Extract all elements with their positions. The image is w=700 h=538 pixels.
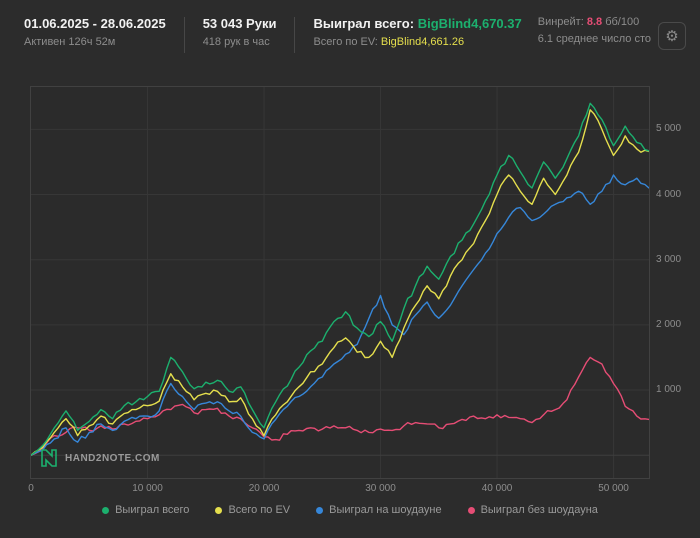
gear-icon: ⚙ bbox=[665, 28, 679, 45]
date-range: 01.06.2025 - 28.06.2025 bbox=[24, 16, 166, 31]
header-divider bbox=[294, 17, 296, 53]
x-axis-tick-label: 20 000 bbox=[248, 483, 280, 494]
y-axis-labels: 1 000 2 000 3 000 4 000 5 000 bbox=[656, 87, 698, 478]
header-divider bbox=[183, 17, 185, 53]
y-axis-tick-label: 3 000 bbox=[656, 253, 682, 265]
x-axis-labels: 0 10 000 20 000 30 000 40 000 50 000 bbox=[28, 483, 649, 497]
y-axis-tick-label: 5 000 bbox=[656, 123, 682, 135]
legend-dot bbox=[215, 506, 223, 514]
winrate-line: Винрейт: 8.8 бб/100 bbox=[538, 16, 651, 28]
date-range-group: 01.06.2025 - 28.06.2025 Активен 126ч 52м bbox=[24, 16, 166, 48]
y-axis-tick-label: 2 000 bbox=[656, 318, 682, 330]
legend-dot bbox=[316, 506, 324, 514]
legend-dot bbox=[102, 506, 110, 514]
hands-per-hour: 418 рук в час bbox=[202, 36, 270, 48]
hand2note-logo-icon bbox=[39, 448, 59, 468]
legend-label: Выиграл на шоудауне bbox=[329, 504, 442, 516]
winrate-unit: бб/100 bbox=[605, 16, 640, 28]
hand2note-logo: HAND2NOTE.COM bbox=[39, 448, 160, 468]
hands-group: 53 043 Руки 418 рук в час bbox=[203, 16, 277, 48]
avg-tables: 6.1 среднее число сто bbox=[537, 33, 651, 45]
ev-line: Всего по EV: BigBlind4,661.26 bbox=[313, 36, 521, 48]
y-axis-tick-label: 4 000 bbox=[656, 188, 682, 200]
x-axis-tick-label: 40 000 bbox=[481, 483, 513, 494]
active-time: Активен 126ч 52м bbox=[24, 36, 116, 48]
won-total-value: BigBlind4,670.37 bbox=[417, 16, 522, 31]
y-axis-tick-label: 1 000 bbox=[656, 384, 682, 396]
legend-dot bbox=[467, 506, 475, 514]
x-axis-tick-label: 10 000 bbox=[132, 483, 163, 494]
winrate-group: Винрейт: 8.8 бб/100 6.1 среднее число ст… bbox=[538, 16, 651, 45]
legend-item[interactable]: Выиграл на шоудауне bbox=[316, 504, 442, 516]
hand2note-logo-text: HAND2NOTE.COM bbox=[65, 452, 160, 464]
legend-item[interactable]: Выиграл всего bbox=[102, 504, 189, 516]
legend-label: Выиграл без шоудауна bbox=[480, 504, 598, 516]
stats-header: 01.06.2025 - 28.06.2025 Активен 126ч 52м… bbox=[0, 0, 700, 58]
graph-canvas[interactable] bbox=[31, 87, 649, 478]
x-axis-tick-label: 30 000 bbox=[365, 483, 396, 494]
x-axis-tick-label: 50 000 bbox=[598, 483, 629, 494]
winnings-graph[interactable]: HAND2NOTE.COM bbox=[30, 86, 650, 479]
legend-item[interactable]: Выиграл без шоудауна bbox=[467, 504, 598, 516]
settings-button[interactable]: ⚙ bbox=[658, 22, 686, 50]
winnings-group: Выиграл всего: BigBlind4,670.37 Всего по… bbox=[313, 16, 521, 48]
legend-item[interactable]: Всего по EV bbox=[215, 504, 290, 516]
winrate-label: Винрейт: bbox=[537, 16, 584, 28]
hands-count: 53 043 Руки bbox=[202, 16, 277, 31]
graph-legend: Выиграл всего Всего по EV Выиграл на шоуда… bbox=[0, 504, 700, 516]
ev-value: BigBlind4,661.26 bbox=[380, 36, 465, 48]
legend-label: Выиграл всего bbox=[115, 504, 190, 516]
x-axis-tick-label: 0 bbox=[28, 483, 34, 494]
won-total-label: Выиграл всего: bbox=[313, 16, 415, 31]
ev-label: Всего по EV: bbox=[313, 36, 378, 48]
legend-label: Всего по EV bbox=[228, 504, 291, 516]
won-total-line: Выиграл всего: BigBlind4,670.37 bbox=[313, 16, 521, 31]
winrate-value: 8.8 bbox=[586, 16, 603, 28]
